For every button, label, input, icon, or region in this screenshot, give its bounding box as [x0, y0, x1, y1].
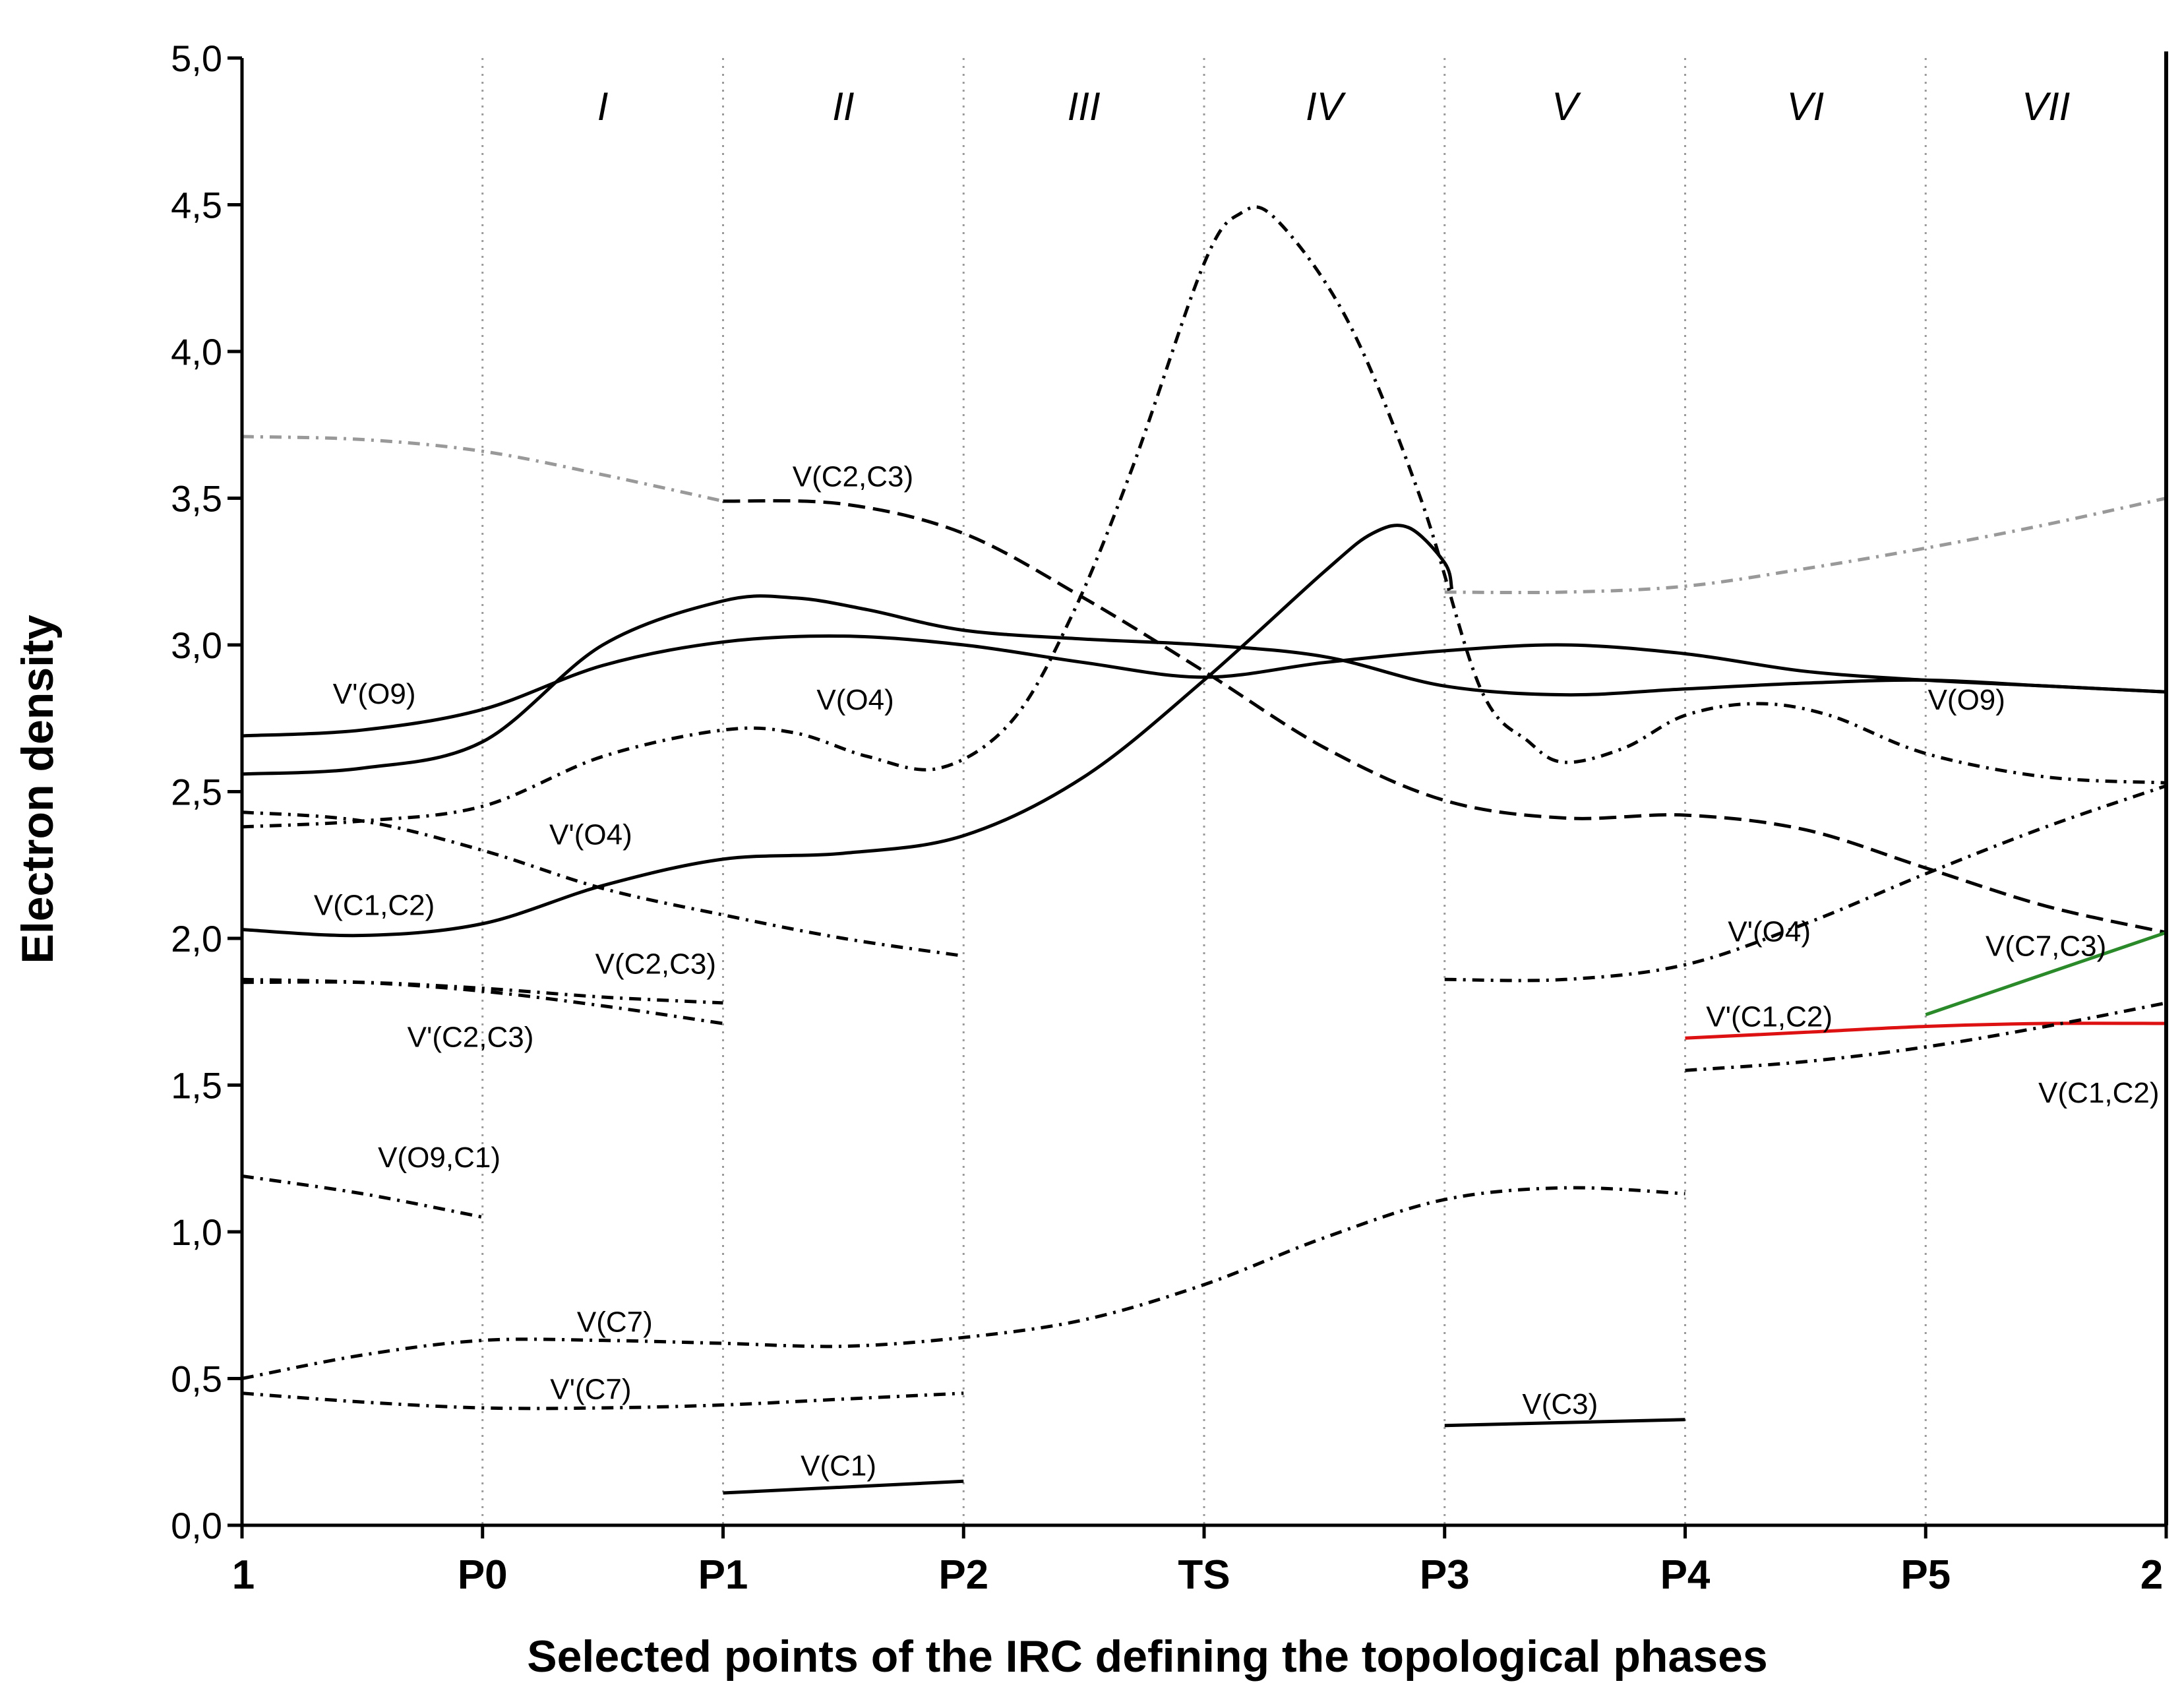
x-tick-label: P1: [698, 1552, 748, 1598]
curve-label: V'(O4): [549, 819, 632, 851]
series-line: [241, 594, 2167, 776]
series-line: [241, 205, 2167, 829]
curve-label: V(C1): [801, 1449, 876, 1482]
curve-label: V(C2,C3): [793, 461, 913, 493]
series-line: [1925, 930, 2167, 1017]
curve-label: V(O4): [816, 684, 894, 716]
y-tick-label: 2,5: [171, 772, 222, 813]
curve-label: V'(C1,C2): [1706, 1001, 1833, 1033]
x-tick-label: 2: [2140, 1552, 2163, 1598]
series-line: [241, 977, 723, 1025]
curve-label: V(O9,C1): [378, 1141, 501, 1174]
y-tick-label: 5,0: [171, 38, 222, 79]
series-line: [241, 1186, 1685, 1380]
x-tick-label: P2: [938, 1552, 988, 1598]
curve-label: V(C1,C2): [314, 889, 435, 921]
series-line: [241, 634, 2167, 738]
x-tick-label: P3: [1420, 1552, 1470, 1598]
y-tick-label: 3,0: [171, 624, 222, 666]
curve-label: V(C1,C2): [2038, 1077, 2159, 1109]
series-line: [723, 1479, 964, 1495]
series-layer: [241, 205, 2167, 1495]
y-tick-label: 2,0: [171, 918, 222, 959]
phase-labels: I II III IV V VI VII: [597, 84, 2071, 129]
curve-label: V'(C2,C3): [408, 1021, 534, 1054]
series-line: [241, 810, 964, 958]
y-tick-label: 4,0: [171, 331, 222, 373]
curve-label: V(O9): [1928, 684, 2005, 716]
curve-label: V(C2,C3): [595, 948, 716, 980]
y-tick-label: 0,0: [171, 1505, 222, 1546]
x-tick-label: 1: [232, 1552, 255, 1598]
curve-label: V(C7,C3): [1986, 930, 2106, 963]
series-line: [1444, 497, 2167, 595]
curve-label: V'(C7): [550, 1374, 631, 1406]
vertical-gridlines: [481, 58, 1927, 1525]
phase-label: V: [1552, 84, 1581, 129]
curve-label: V(C7): [577, 1306, 653, 1338]
y-tick-labels: 0,0 0,5 1,0 1,5 2,0 2,5 3,0 3,5 4,0 4,5 5,0: [171, 38, 242, 1546]
x-tick-label: TS: [1178, 1552, 1230, 1598]
series-line: [241, 1174, 483, 1219]
phase-label: II: [832, 84, 854, 129]
series-line: [241, 1391, 964, 1411]
y-tick-label: 1,0: [171, 1211, 222, 1253]
y-axis-title: Electron density: [13, 615, 63, 963]
x-tick-label: P4: [1660, 1552, 1711, 1598]
series-line: [241, 524, 1454, 938]
curve-labels: V'(O9) V(C2,C3) V(O4) V'(O4) V(C1,C2) V(C2,C3…: [314, 461, 2160, 1482]
y-tick-label: 3,5: [171, 478, 222, 520]
x-axis-title: Selected points of the IRC defining the …: [527, 1631, 1768, 1682]
curve-label: V'(O4): [1728, 915, 1811, 948]
series-line: [241, 435, 724, 503]
y-tick-label: 0,5: [171, 1358, 222, 1400]
series-line: [723, 499, 2167, 934]
series-line: [1444, 1418, 1685, 1428]
curve-label: V(C3): [1522, 1388, 1598, 1420]
y-tick-label: 4,5: [171, 185, 222, 226]
x-tick-label: P5: [1900, 1552, 1951, 1598]
series-line: [1444, 784, 2167, 983]
phase-label: IV: [1306, 84, 1347, 129]
y-tick-label: 1,5: [171, 1065, 222, 1107]
x-tick-labels: 1 P0 P1 P2 TS P3 P4 P5 2: [232, 1525, 2168, 1598]
phase-label: VII: [2022, 84, 2070, 129]
phase-label: I: [597, 84, 609, 129]
phase-label: III: [1068, 84, 1101, 129]
series-line: [1685, 1001, 2167, 1072]
phase-label: VI: [1787, 84, 1825, 129]
curve-label: V'(O9): [333, 678, 416, 710]
x-tick-label: P0: [458, 1552, 508, 1598]
series-line: [241, 980, 723, 1005]
series-line: [1685, 1021, 2167, 1040]
